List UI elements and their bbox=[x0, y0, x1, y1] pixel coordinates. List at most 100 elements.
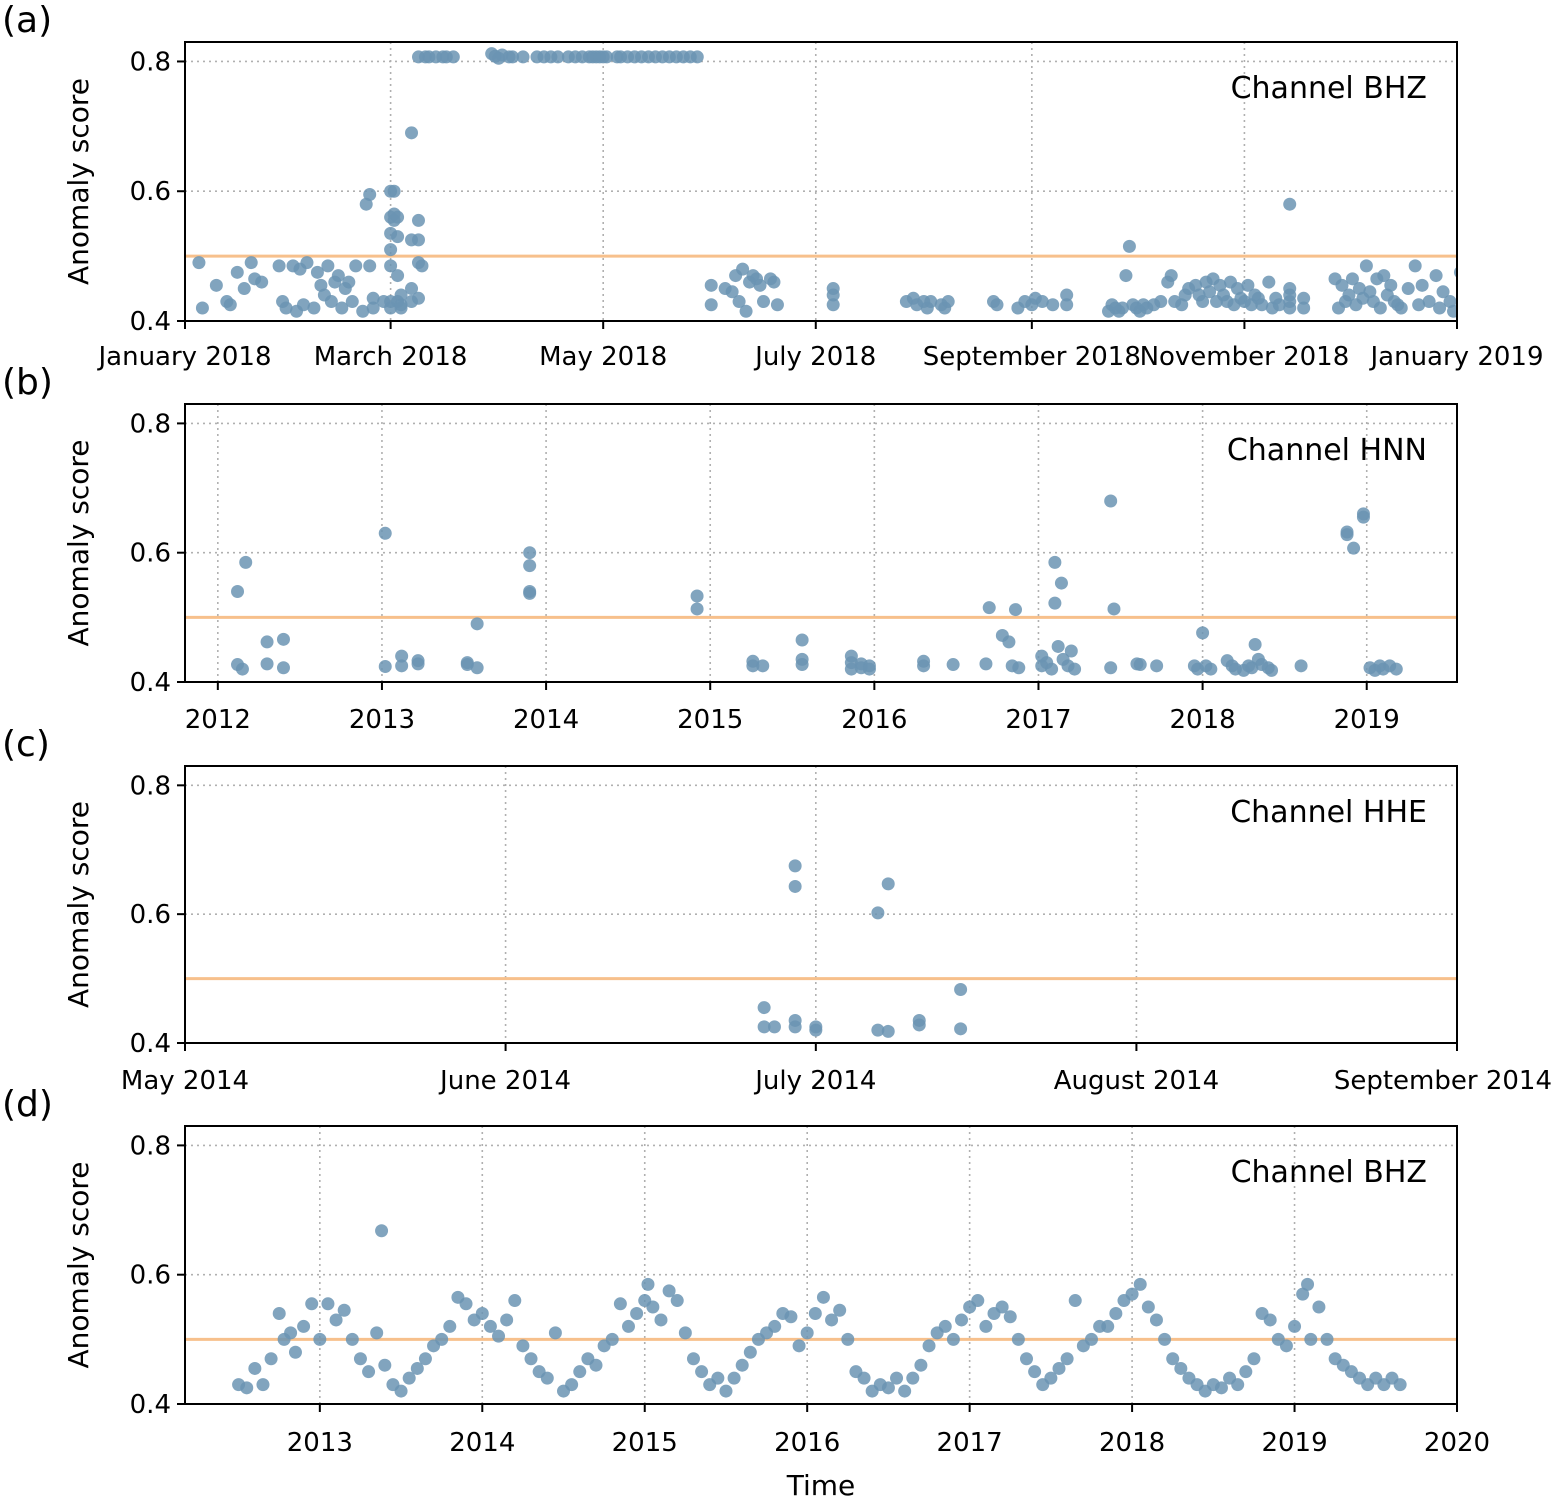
y-tick-label: 0.4 bbox=[130, 307, 171, 337]
data-point bbox=[310, 265, 324, 279]
data-point bbox=[719, 1384, 733, 1398]
data-point bbox=[324, 295, 338, 309]
x-tick-label: 2014 bbox=[449, 1428, 515, 1458]
data-point bbox=[391, 269, 405, 283]
data-point bbox=[378, 1358, 392, 1372]
data-point bbox=[1288, 1319, 1302, 1333]
data-point bbox=[321, 259, 335, 273]
data-point bbox=[551, 50, 565, 64]
data-point bbox=[704, 298, 718, 312]
data-point bbox=[405, 282, 419, 296]
data-point bbox=[1279, 1339, 1293, 1353]
data-point bbox=[857, 1371, 871, 1385]
y-axis-label: Anomaly score bbox=[62, 1162, 95, 1369]
x-tick-label: September 2018 bbox=[923, 342, 1141, 372]
x-tick-label: 2014 bbox=[513, 705, 579, 735]
data-point bbox=[415, 259, 429, 273]
data-point bbox=[1412, 298, 1426, 312]
data-point bbox=[356, 304, 370, 318]
data-point bbox=[768, 1319, 782, 1333]
data-point bbox=[1457, 298, 1470, 311]
data-point bbox=[1248, 638, 1262, 652]
data-point bbox=[375, 1224, 389, 1238]
data-point bbox=[500, 1313, 514, 1327]
data-point bbox=[391, 230, 405, 244]
x-tick-label: March 2018 bbox=[314, 342, 468, 372]
data-point bbox=[1538, 272, 1551, 285]
data-point bbox=[971, 1294, 985, 1308]
data-point bbox=[410, 1361, 424, 1375]
x-tick-label: 2019 bbox=[1261, 1428, 1327, 1458]
x-tick-label: 2017 bbox=[1005, 705, 1071, 735]
data-point bbox=[235, 662, 249, 676]
data-point bbox=[1429, 269, 1443, 283]
data-point bbox=[260, 657, 274, 671]
data-point bbox=[898, 1384, 912, 1398]
data-point bbox=[248, 1361, 262, 1375]
data-point bbox=[394, 1384, 408, 1398]
data-point bbox=[363, 187, 377, 201]
data-point bbox=[1064, 644, 1078, 658]
data-point bbox=[1048, 555, 1062, 569]
data-point bbox=[1359, 259, 1373, 273]
data-point bbox=[1297, 291, 1311, 305]
data-point bbox=[435, 1332, 449, 1346]
data-point bbox=[990, 298, 1004, 312]
plot-frame bbox=[184, 1125, 1458, 1405]
data-point bbox=[1008, 603, 1022, 617]
points-group bbox=[192, 47, 1554, 318]
x-tick-label: July 2014 bbox=[753, 1066, 876, 1096]
data-point bbox=[1060, 1352, 1074, 1366]
data-point bbox=[1060, 288, 1074, 302]
data-point bbox=[1104, 494, 1118, 508]
data-point bbox=[938, 1319, 952, 1333]
data-point bbox=[946, 658, 960, 672]
data-point bbox=[366, 291, 380, 305]
x-axis-label: Time bbox=[786, 1469, 856, 1502]
data-point bbox=[767, 1020, 781, 1034]
data-point bbox=[690, 602, 704, 616]
data-point bbox=[756, 659, 770, 673]
data-point bbox=[1545, 279, 1554, 292]
data-point bbox=[695, 1365, 709, 1379]
data-point bbox=[255, 275, 269, 289]
data-point bbox=[508, 1294, 522, 1308]
data-point bbox=[784, 1310, 798, 1324]
data-point bbox=[483, 1319, 497, 1333]
data-point bbox=[924, 295, 938, 309]
data-point bbox=[335, 301, 349, 315]
data-point bbox=[1011, 1332, 1025, 1346]
data-point bbox=[735, 1358, 749, 1372]
data-point bbox=[1109, 1306, 1123, 1320]
data-point bbox=[231, 584, 245, 598]
data-point bbox=[808, 1306, 822, 1320]
data-point bbox=[826, 298, 840, 312]
data-point bbox=[366, 301, 380, 315]
data-point bbox=[1517, 295, 1530, 308]
data-point bbox=[1520, 285, 1533, 298]
data-point bbox=[1377, 269, 1391, 283]
data-point bbox=[1054, 576, 1068, 590]
x-tick-label: 2013 bbox=[349, 705, 415, 735]
data-point bbox=[1531, 282, 1544, 295]
data-point bbox=[1203, 285, 1217, 299]
y-tick-label: 0.4 bbox=[130, 1029, 171, 1059]
y-tick-label: 0.8 bbox=[130, 1131, 171, 1161]
data-point bbox=[1468, 282, 1481, 295]
channel-annotation: Channel HNN bbox=[1227, 433, 1427, 468]
data-point bbox=[523, 586, 537, 600]
data-point bbox=[1506, 298, 1519, 311]
data-point bbox=[313, 1332, 327, 1346]
data-point bbox=[881, 877, 895, 891]
data-point bbox=[621, 1319, 635, 1333]
data-point bbox=[1499, 292, 1512, 305]
data-point bbox=[363, 259, 377, 273]
data-point bbox=[279, 301, 293, 315]
data-point bbox=[1393, 1378, 1407, 1392]
data-point bbox=[297, 1319, 311, 1333]
points-group bbox=[757, 859, 968, 1038]
panel-1: 0.4 0.6 0.8 January 2018 March 2018 May 2018 J… bbox=[2, 0, 1554, 372]
data-point bbox=[979, 1319, 993, 1333]
data-point bbox=[1241, 278, 1255, 292]
